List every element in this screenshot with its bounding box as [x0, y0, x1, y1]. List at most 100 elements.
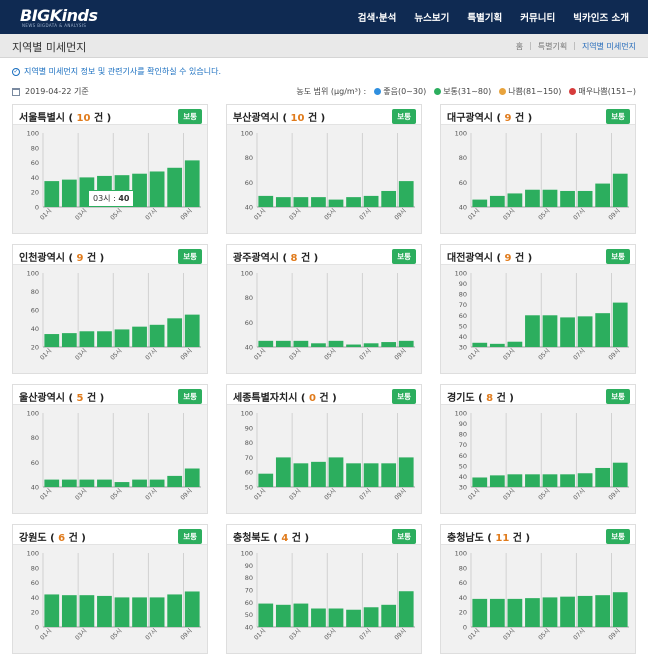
- chart-bar[interactable]: [311, 461, 326, 487]
- region-title[interactable]: 광주광역시 ( 8 건 ): [233, 249, 318, 264]
- chart-bar[interactable]: [507, 474, 523, 487]
- breadcrumb-home[interactable]: 홈: [515, 42, 524, 51]
- chart-bar[interactable]: [184, 468, 200, 488]
- region-card[interactable]: 인천광역시 ( 9 건 ) 보통 20 40 60 80 100 01시 03시 05시 07시 09…: [12, 244, 208, 374]
- chart-bar[interactable]: [275, 457, 291, 487]
- chart-bar[interactable]: [167, 594, 183, 627]
- region-title[interactable]: 충청북도 ( 4 건 ): [233, 529, 309, 544]
- chart-bar[interactable]: [97, 595, 112, 627]
- chart-bar[interactable]: [489, 195, 505, 207]
- article-count[interactable]: 6: [58, 533, 66, 544]
- chart-bar[interactable]: [132, 173, 147, 207]
- chart-bar[interactable]: [132, 597, 147, 627]
- region-title[interactable]: 울산광역시 ( 5 건 ): [19, 389, 104, 404]
- chart-bar[interactable]: [542, 315, 558, 347]
- chart-bar[interactable]: [595, 595, 611, 627]
- chart-bar[interactable]: [328, 340, 344, 347]
- chart-bar[interactable]: [595, 313, 611, 347]
- chart-bar[interactable]: [398, 340, 414, 347]
- chart-bar[interactable]: [61, 179, 77, 207]
- chart-bar[interactable]: [381, 463, 397, 487]
- article-count[interactable]: 8: [486, 393, 494, 404]
- chart-bar[interactable]: [489, 598, 505, 627]
- chart-bar[interactable]: [507, 598, 523, 627]
- chart-bar[interactable]: [542, 474, 558, 487]
- chart-bar[interactable]: [363, 343, 379, 347]
- chart-bar[interactable]: [61, 479, 77, 487]
- chart-bar[interactable]: [79, 479, 95, 487]
- chart-bar[interactable]: [612, 173, 628, 207]
- region-title[interactable]: 강원도 ( 6 건 ): [19, 529, 86, 544]
- chart-bar[interactable]: [258, 195, 274, 207]
- chart-bar[interactable]: [577, 595, 593, 627]
- chart-bar[interactable]: [293, 340, 309, 347]
- chart-bar[interactable]: [542, 597, 558, 627]
- chart-bar[interactable]: [398, 181, 414, 207]
- chart-bar[interactable]: [61, 333, 77, 347]
- chart-bar[interactable]: [184, 591, 200, 627]
- chart-bar[interactable]: [149, 597, 165, 627]
- chart-bar[interactable]: [79, 595, 95, 627]
- chart-bar[interactable]: [381, 604, 397, 627]
- chart-bar[interactable]: [149, 324, 165, 347]
- chart-bar[interactable]: [167, 318, 183, 347]
- region-title[interactable]: 인천광역시 ( 9 건 ): [19, 249, 104, 264]
- chart-bar[interactable]: [79, 331, 95, 347]
- chart-bar[interactable]: [149, 171, 165, 207]
- chart-bar[interactable]: [507, 193, 523, 207]
- chart-bar[interactable]: [61, 595, 77, 627]
- region-card[interactable]: 서울특별시 ( 10 건 ) 보통 0 20 40 60 80 100 01시 03시 05시 07시…: [12, 104, 208, 234]
- chart-bar[interactable]: [612, 302, 628, 347]
- article-count[interactable]: 9: [504, 253, 512, 264]
- region-title[interactable]: 대구광역시 ( 9 건 ): [447, 109, 532, 124]
- chart-bar[interactable]: [149, 479, 165, 487]
- nav-search-analysis[interactable]: 검색·분석: [357, 13, 397, 24]
- chart-bar[interactable]: [472, 598, 488, 627]
- chart-bar[interactable]: [275, 340, 291, 347]
- chart-bar[interactable]: [577, 316, 593, 347]
- chart-bar[interactable]: [507, 341, 523, 347]
- article-count[interactable]: 5: [76, 393, 84, 404]
- chart-bar[interactable]: [275, 197, 291, 207]
- chart-bar[interactable]: [311, 197, 326, 207]
- chart-bar[interactable]: [44, 181, 60, 207]
- chart-bar[interactable]: [472, 477, 488, 487]
- chart-bar[interactable]: [328, 199, 344, 207]
- chart-bar[interactable]: [612, 592, 628, 627]
- chart-bar[interactable]: [44, 334, 60, 347]
- chart-bar[interactable]: [311, 608, 326, 628]
- chart-bar[interactable]: [381, 342, 397, 347]
- chart-bar[interactable]: [560, 317, 575, 347]
- chart-bar[interactable]: [595, 183, 611, 207]
- chart-bar[interactable]: [44, 479, 60, 487]
- region-title[interactable]: 충청남도 ( 11 건 ): [447, 529, 530, 544]
- region-card[interactable]: 경기도 ( 8 건 ) 보통 30 40 50 60 70 80 90 100 01시 03시 05시 0…: [440, 384, 636, 514]
- breadcrumb-special[interactable]: 특별기획: [537, 42, 568, 51]
- region-title[interactable]: 부산광역시 ( 10 건 ): [233, 109, 325, 124]
- chart-bar[interactable]: [398, 591, 414, 627]
- chart-bar[interactable]: [398, 457, 414, 487]
- chart-bar[interactable]: [525, 315, 540, 347]
- chart-bar[interactable]: [346, 344, 361, 347]
- article-count[interactable]: 10: [290, 113, 305, 124]
- chart-bar[interactable]: [167, 167, 183, 207]
- chart-bar[interactable]: [560, 190, 575, 207]
- chart-bar[interactable]: [311, 343, 326, 347]
- region-card[interactable]: 충청남도 ( 11 건 ) 보통 0 20 40 60 80 100 01시 03시 05시 07시 0…: [440, 524, 636, 654]
- chart-bar[interactable]: [381, 190, 397, 207]
- region-title[interactable]: 세종특별자치시 ( 0 건 ): [233, 389, 337, 404]
- article-count[interactable]: 10: [76, 113, 91, 124]
- region-card[interactable]: 부산광역시 ( 10 건 ) 보통 40 60 80 100 01시 03시 05시 07시 09시: [226, 104, 422, 234]
- chart-bar[interactable]: [328, 457, 344, 487]
- chart-bar[interactable]: [328, 608, 344, 628]
- article-count[interactable]: 4: [281, 533, 289, 544]
- chart-bar[interactable]: [258, 473, 274, 487]
- chart-bar[interactable]: [472, 342, 488, 347]
- nav-news[interactable]: 뉴스보기: [414, 13, 450, 24]
- nav-community[interactable]: 커뮤니티: [520, 13, 556, 24]
- chart-bar[interactable]: [132, 479, 147, 487]
- chart-bar[interactable]: [560, 596, 575, 627]
- article-count[interactable]: 8: [290, 253, 298, 264]
- chart-bar[interactable]: [525, 598, 540, 627]
- region-card[interactable]: 대구광역시 ( 9 건 ) 보통 40 60 80 100 01시 03시 05시 07시 09시: [440, 104, 636, 234]
